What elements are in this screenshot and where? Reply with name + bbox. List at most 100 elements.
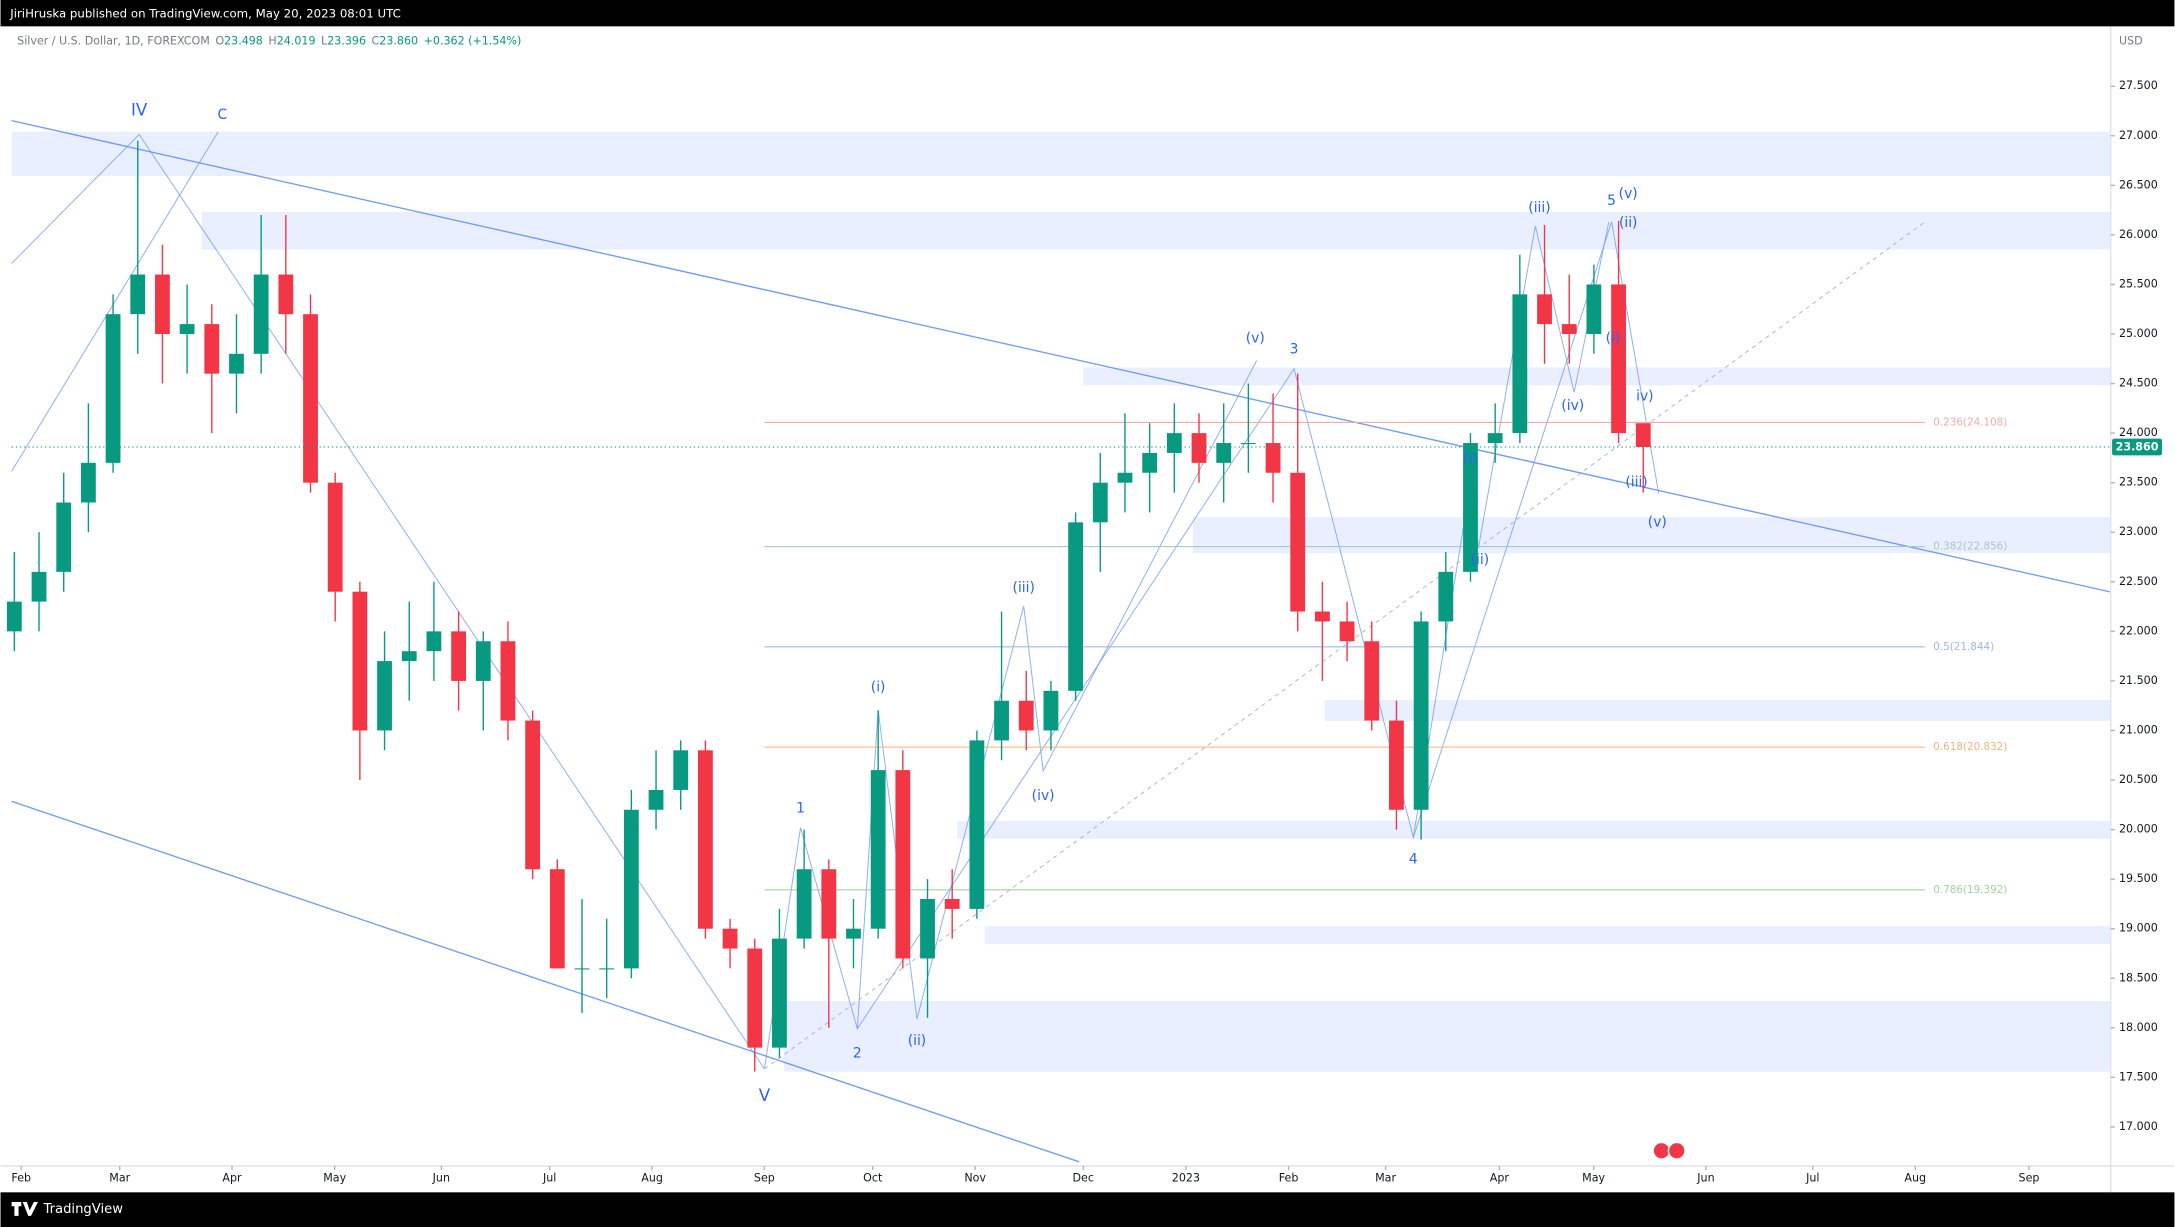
fib-label: 0.236(24.108): [1933, 416, 2007, 428]
x-tick-label: Jun: [432, 1171, 450, 1184]
x-tick-label: Nov: [964, 1171, 986, 1184]
symbol-legend: Silver / U.S. Dollar, 1D, FOREXCOM O23.49…: [17, 35, 521, 48]
zone: [201, 212, 2111, 250]
wave-label: iv): [1636, 389, 1653, 405]
y-tick-label: 20.500: [2119, 773, 2158, 786]
candle-body: [1315, 611, 1330, 622]
wave-line: [138, 134, 765, 1070]
candle-body: [1438, 571, 1454, 622]
wave-label: 1: [796, 800, 805, 816]
x-tick-label: Mar: [1375, 1171, 1396, 1184]
candle-body: [821, 869, 837, 939]
y-tick-label: 24.000: [2119, 426, 2158, 439]
trend-dashed: [764, 221, 1926, 1070]
zone: [1192, 517, 2111, 554]
wave-label: (i): [871, 680, 886, 696]
wave-line: [11, 134, 140, 264]
candle-body: [1561, 324, 1577, 335]
x-tick-label: Jul: [542, 1171, 556, 1184]
candle-body: [574, 968, 590, 970]
wave-label: 3: [1290, 341, 1299, 357]
zone: [957, 820, 2111, 839]
fib-label: 0.382(22.856): [1933, 541, 2007, 553]
candle-body: [1191, 433, 1207, 463]
candle-body: [204, 324, 220, 374]
candle-body: [327, 482, 343, 592]
event-icon[interactable]: [1667, 1141, 1686, 1160]
top-bar: [0, 0, 2175, 27]
x-tick-label: Dec: [1073, 1171, 1094, 1184]
zone: [1083, 367, 2111, 386]
x-tick-label: Mar: [109, 1171, 130, 1184]
candle-body: [1611, 284, 1626, 434]
wave-label: (iii): [1528, 200, 1550, 216]
event-icon[interactable]: [1652, 1141, 1671, 1160]
wave-label: (iii): [1013, 580, 1035, 596]
y-tick-label: 23.500: [2119, 476, 2158, 489]
candle-body: [377, 661, 392, 731]
wave-label: 2: [853, 1046, 862, 1062]
quote-key: O: [215, 35, 224, 48]
y-tick-label: 21.000: [2119, 723, 2158, 736]
candle-body: [6, 601, 22, 632]
wave-line: [11, 131, 219, 472]
fib-label: 0.5(21.844): [1933, 641, 1994, 653]
candle-body: [56, 502, 72, 572]
candle-body: [673, 750, 689, 790]
candle-body: [772, 938, 787, 1048]
wave-label: C: [218, 107, 228, 123]
candle-body: [1117, 472, 1133, 483]
candle-body: [1043, 690, 1059, 731]
x-tick-label: May: [323, 1171, 346, 1184]
candle-body: [80, 462, 96, 503]
candle-body: [1413, 621, 1429, 810]
y-tick-label: 26.500: [2119, 178, 2158, 191]
fib-label: 0.618(20.832): [1933, 741, 2007, 753]
candle-body: [599, 968, 615, 970]
wave-label: 5: [1607, 193, 1616, 209]
x-tick-label: Sep: [754, 1171, 775, 1184]
quote-key: L: [321, 35, 328, 48]
wave-label: (iv): [1561, 398, 1584, 414]
candle-body: [1463, 443, 1478, 572]
candle-body: [1018, 700, 1034, 731]
candle-body: [525, 720, 541, 870]
y-tick-label: 17.000: [2119, 1120, 2158, 1133]
candle-body: [1339, 621, 1355, 642]
quote-value: 23.396: [327, 35, 366, 48]
candle-body: [1389, 720, 1404, 810]
zone: [783, 1001, 2111, 1072]
candle-body: [253, 274, 269, 354]
wave-line: [1412, 221, 1610, 838]
y-tick-label: 17.500: [2119, 1070, 2158, 1083]
y-tick-label: 27.000: [2119, 129, 2158, 142]
candle-body: [796, 869, 812, 939]
candle-body: [549, 869, 565, 969]
candle-body: [969, 740, 985, 909]
candle-body: [105, 314, 121, 463]
y-tick-label: 18.000: [2119, 1021, 2158, 1034]
candle-body: [747, 948, 763, 1048]
candle-body: [155, 274, 170, 335]
y-tick-label: 22.500: [2119, 575, 2158, 588]
wave-line: [763, 221, 1660, 1070]
y-tick-label: 27.500: [2119, 79, 2158, 92]
y-tick-label: 22.000: [2119, 624, 2158, 637]
x-tick-label: Apr: [222, 1171, 242, 1184]
candle-body: [1216, 443, 1232, 463]
candle-body: [426, 631, 442, 652]
candle-body: [179, 324, 195, 335]
zone: [984, 926, 2111, 945]
y-tick-label: 26.000: [2119, 228, 2158, 241]
candle-body: [1265, 443, 1281, 473]
wave-label: (iii): [1625, 474, 1647, 490]
candle-body: [31, 571, 47, 602]
zone: [1324, 700, 2111, 721]
x-tick-label: Aug: [641, 1171, 663, 1184]
y-tick-label: 20.000: [2119, 823, 2158, 836]
wave-label: (v): [1648, 515, 1667, 531]
y-tick-label: 21.500: [2119, 674, 2158, 687]
candle-body: [1487, 433, 1503, 444]
y-tick-label: 25.000: [2119, 327, 2158, 340]
